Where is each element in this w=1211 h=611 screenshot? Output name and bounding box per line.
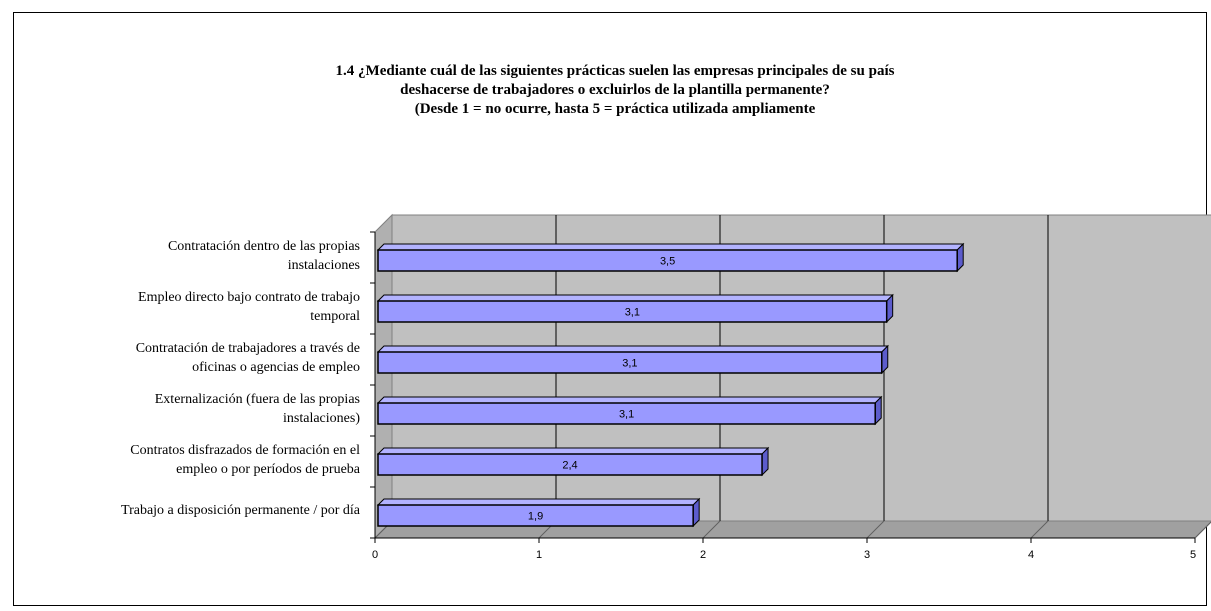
category-label-line: Externalización (fuera de las propias (154, 391, 360, 407)
data-label: 3,1 (622, 358, 637, 370)
data-label: 1,9 (528, 511, 543, 523)
x-tick-label: 4 (1027, 549, 1035, 561)
category-label: Contratos disfrazados de formación en el… (0, 441, 360, 479)
bar-top-face (376, 294, 894, 302)
bar (377, 249, 958, 272)
category-label-line: oficinas o agencias de empleo (192, 359, 360, 375)
bar-top-face (376, 396, 883, 404)
bar (377, 351, 883, 374)
floor-gridline (1030, 520, 1049, 539)
category-label-line: instalaciones (287, 257, 360, 273)
x-tick-label: 2 (699, 549, 707, 561)
bar-top-face (376, 345, 889, 353)
x-tick-label: 0 (371, 549, 379, 561)
data-label: 3,1 (625, 307, 640, 319)
title-line-1: 1.4 ¿Mediante cuál de las siguientes prá… (335, 63, 895, 79)
bar (377, 504, 694, 527)
category-label-line: instalaciones) (283, 410, 360, 426)
category-label-line: temporal (310, 308, 360, 324)
data-label: 3,5 (660, 256, 675, 268)
x-tick-label: 5 (1189, 549, 1197, 561)
bar (377, 300, 888, 323)
data-label: 2,4 (562, 460, 577, 472)
floor-gridline (1194, 521, 1211, 539)
bar-top-face (376, 243, 965, 251)
title-line-2: deshacerse de trabajadores o excluirlos … (400, 82, 830, 98)
x-tick-label: 1 (535, 549, 543, 561)
chart-title: 1.4 ¿Mediante cuál de las siguientes prá… (180, 62, 1050, 119)
bar (377, 453, 763, 476)
bar-top-face (376, 498, 701, 506)
x-tick-label: 3 (863, 549, 871, 561)
category-label-line: Contratos disfrazados de formación en el (130, 442, 360, 458)
category-label: Contratación de trabajadores a través de… (0, 339, 360, 377)
category-label-line: Contratación dentro de las propias (167, 238, 360, 254)
category-label: Contratación dentro de las propias instal… (0, 237, 360, 275)
bar-top-face (376, 447, 770, 455)
category-label-line: empleo o por períodos de prueba (176, 461, 360, 477)
data-label: 3,1 (619, 409, 634, 421)
bar (377, 402, 876, 425)
category-label: Empleo directo bajo contrato de trabajo t… (0, 288, 360, 326)
category-label: Trabajo a disposición permanente / por d… (0, 501, 360, 520)
floor-gridline (702, 520, 721, 539)
category-label: Externalización (fuera de las propias ins… (0, 390, 360, 428)
category-label-line: Empleo directo bajo contrato de trabajo (138, 289, 360, 305)
category-label-line: Trabajo a disposición permanente / por d… (121, 503, 360, 518)
floor-gridline (866, 520, 885, 539)
title-line-3: (Desde 1 = no ocurre, hasta 5 = práctica… (414, 101, 816, 117)
category-label-line: Contratación de trabajadores a través de (135, 340, 360, 356)
